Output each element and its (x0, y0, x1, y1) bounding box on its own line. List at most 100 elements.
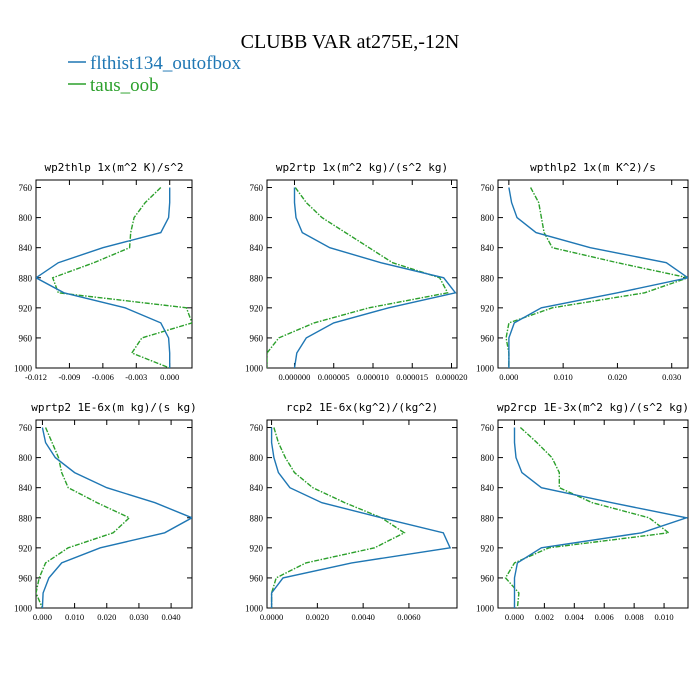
panel-1-series-taus-oob-line (51, 186, 192, 368)
panel-1-xtick-label: -0.012 (25, 372, 47, 382)
panel-4-xtick-label: 0.040 (162, 612, 181, 622)
panel-6-xtick-label: 0.008 (625, 612, 644, 622)
panel-3-xtick-label: 0.010 (554, 372, 573, 382)
panel-2-ytick-label: 1000 (245, 364, 264, 374)
legend-label-2: taus_oob (90, 75, 159, 96)
panel-2-xtick-label: 0.000005 (318, 372, 350, 382)
panel-2-ytick-label: 800 (250, 213, 264, 223)
panel-5-ytick-label: 760 (250, 423, 264, 433)
panel-1-xtick-label: -0.009 (58, 372, 80, 382)
panel-6-frame (497, 419, 689, 609)
panel-2-ytick-label: 760 (250, 183, 264, 193)
panel-2-xtick-label: 0.000015 (396, 372, 428, 382)
panel-2-xtick-label: 0.000000 (279, 372, 311, 382)
panel-4-title: wprtp2 1E-6x(m kg)/(s kg) (31, 401, 197, 414)
panel-5-frame (266, 419, 458, 609)
panel-1-xtick-label: 0.000 (160, 372, 179, 382)
panel-4-xtick-label: 0.000 (33, 612, 52, 622)
panel-5-ytick-label: 840 (250, 483, 264, 493)
panel-2-xtick-label: 0.000020 (436, 372, 468, 382)
panel-3-frame (497, 179, 689, 369)
panel-3-xtick-label: 0.030 (662, 372, 681, 382)
panel-3-series-flthist134-line (508, 187, 688, 368)
panel-4-ytick-label: 960 (19, 573, 33, 583)
panel-4-series-taus-oob-line (36, 427, 131, 608)
panel-1-ytick-label: 1000 (14, 364, 33, 374)
panel-6-xtick-label: 0.006 (595, 612, 614, 622)
panel-5-ytick-label: 960 (250, 573, 264, 583)
legend-entry-2: taus_oob (68, 75, 159, 96)
panel-2-series-flthist134-line (293, 187, 457, 368)
panel-6-ytick-label: 960 (481, 573, 495, 583)
panel-5-xtick-label: 0.0000 (260, 612, 283, 622)
panel-6-series-flthist134-line (513, 427, 688, 608)
panel-1-series-flthist134-line (36, 187, 171, 368)
panel-1-frame (35, 179, 193, 369)
panel-3-ytick-label: 760 (481, 183, 495, 193)
panel-6-ytick-label: 1000 (476, 604, 495, 614)
panel-2: wp2rtp 1x(m^2 kg)/(s^2 kg) 760 800 840 880 92… (245, 161, 467, 382)
panel-6-ytick-label: 800 (481, 453, 495, 463)
panel-2-frame (266, 179, 458, 369)
panel-1-ytick-label: 920 (19, 303, 33, 313)
panel-2-ytick-label: 840 (250, 243, 264, 253)
panel-4-ytick-label: 920 (19, 543, 33, 553)
panel-3-ytick-label: 800 (481, 213, 495, 223)
panel-5-ytick-label: 880 (250, 513, 264, 523)
panel-4-xtick-label: 0.030 (129, 612, 148, 622)
panel-1-xtick-label: -0.006 (92, 372, 114, 382)
panel-5: rcp2 1E-6x(kg^2)/(kg^2) 760 800 840 880 920 96… (245, 401, 458, 622)
panel-3-ytick-label: 880 (481, 273, 495, 283)
panel-1-ytick-label: 840 (19, 243, 33, 253)
panel-3-ytick-label: 960 (481, 333, 495, 343)
panel-6-xtick-label: 0.002 (535, 612, 554, 622)
panel-6-ytick-label: 880 (481, 513, 495, 523)
panel-2-series-taus-oob-line (267, 187, 449, 368)
panel-5-series-flthist134-line (270, 427, 452, 608)
panel-5-title: rcp2 1E-6x(kg^2)/(kg^2) (286, 401, 438, 414)
panel-5-ytick-label: 800 (250, 453, 264, 463)
panel-2-title: wp2rtp 1x(m^2 kg)/(s^2 kg) (276, 161, 448, 174)
panel-1-title: wp2thlp 1x(m^2 K)/s^2 (44, 161, 183, 174)
panel-3: wpthlp2 1x(m K^2)/s 760 800 840 880 920 960 100… (476, 161, 689, 382)
panel-2-xtick-label: 0.000010 (357, 372, 389, 382)
panel-4-ytick-label: 800 (19, 453, 33, 463)
panel-1-ytick-label: 960 (19, 333, 33, 343)
panel-5-xtick-label: 0.0060 (397, 612, 420, 622)
panel-5-series-taus-oob-line (270, 427, 406, 608)
panel-2-ytick-label: 880 (250, 273, 264, 283)
figure-legend: flthist134_outofbox taus_oob (68, 53, 241, 96)
legend-label-1: flthist134_outofbox (90, 53, 241, 74)
panel-3-xtick-label: 0.020 (608, 372, 627, 382)
panel-2-ytick-label: 920 (250, 303, 264, 313)
panel-3-ytick-label: 1000 (476, 364, 495, 374)
panel-4-ytick-label: 1000 (14, 604, 33, 614)
panel-6-xtick-label: 0.004 (565, 612, 585, 622)
panel-4-xtick-label: 0.010 (65, 612, 84, 622)
panel-4-frame (35, 419, 193, 609)
panel-5-xtick-label: 0.0040 (351, 612, 374, 622)
panel-6-ytick-label: 920 (481, 543, 495, 553)
panel-3-title: wpthlp2 1x(m K^2)/s (530, 161, 656, 174)
panel-1-ytick-label: 880 (19, 273, 33, 283)
panel-1-xtick-label: -0.003 (125, 372, 147, 382)
panel-4: wprtp2 1E-6x(m kg)/(s kg) 760 800 840 880 920… (14, 401, 197, 622)
panel-6-title: wp2rcp 1E-3x(m^2 kg)/(s^2 kg) (497, 401, 689, 414)
panel-6-series-taus-oob-line (504, 426, 671, 608)
panel-5-xtick-label: 0.0020 (306, 612, 329, 622)
panel-1: wp2thlp 1x(m^2 K)/s^2 760 800 840 880 920 960 1… (14, 161, 193, 382)
panel-4-ytick-label: 880 (19, 513, 33, 523)
panel-6-ytick-label: 840 (481, 483, 495, 493)
panel-4-ytick-label: 840 (19, 483, 33, 493)
panel-1-ytick-label: 760 (19, 183, 33, 193)
panel-1-ytick-label: 800 (19, 213, 33, 223)
panel-5-ytick-label: 920 (250, 543, 264, 553)
panel-3-series-taus-oob-line (505, 187, 688, 368)
panel-6-xtick-label: 0.010 (655, 612, 674, 622)
panels-group: wp2thlp 1x(m^2 K)/s^2 760 800 840 880 920 960 1… (14, 161, 689, 622)
panel-3-ytick-label: 840 (481, 243, 495, 253)
panel-6: wp2rcp 1E-3x(m^2 kg)/(s^2 kg)760 800 840 88… (476, 401, 689, 622)
panel-3-ytick-label: 920 (481, 303, 495, 313)
